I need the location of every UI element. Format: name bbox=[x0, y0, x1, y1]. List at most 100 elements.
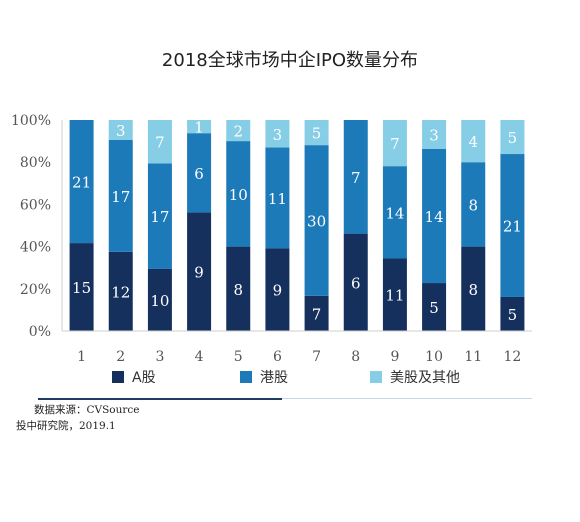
bar-segment bbox=[108, 120, 133, 140]
data-label: 17 bbox=[111, 188, 130, 206]
data-label: 3 bbox=[273, 126, 283, 144]
data-label: 15 bbox=[72, 279, 91, 297]
x-axis: 1 2 3 4 5 6 7 8 9 10 11 12 bbox=[62, 330, 532, 365]
legend-label: 美股及其他 bbox=[390, 370, 460, 386]
data-label: 8 bbox=[468, 281, 478, 299]
legend: A股 港股 美股及其他 bbox=[112, 370, 460, 386]
data-label: 8 bbox=[233, 281, 243, 299]
data-label: 5 bbox=[312, 125, 322, 143]
legend-swatch bbox=[370, 371, 382, 383]
bar-segment bbox=[226, 246, 251, 331]
bars-group: 1521121731017796181029113730567111475143… bbox=[69, 119, 525, 331]
bar-segment bbox=[461, 120, 486, 163]
bar-segment bbox=[226, 141, 251, 247]
x-tick-label: 1 bbox=[77, 349, 86, 365]
y-tick-label: 40% bbox=[20, 240, 51, 256]
bar-segment bbox=[382, 120, 407, 167]
bar-segment bbox=[147, 268, 172, 331]
data-label: 11 bbox=[385, 287, 404, 305]
bar-segment bbox=[147, 120, 172, 164]
bar-segment bbox=[304, 120, 329, 146]
data-label: 21 bbox=[72, 174, 91, 192]
bar-segment bbox=[69, 243, 94, 331]
bar-segment bbox=[461, 246, 486, 331]
data-label: 7 bbox=[351, 169, 361, 187]
bar-segment bbox=[187, 133, 212, 213]
y-tick-label: 60% bbox=[20, 197, 51, 213]
source-divider-light bbox=[282, 398, 532, 399]
y-tick-label: 0% bbox=[29, 324, 51, 340]
bar-segment bbox=[382, 166, 407, 259]
legend-swatch bbox=[240, 371, 252, 383]
x-tick-label: 5 bbox=[234, 349, 243, 365]
x-tick-label: 9 bbox=[390, 349, 399, 365]
x-tick-label: 2 bbox=[116, 349, 125, 365]
bar-segment bbox=[422, 148, 447, 284]
data-label: 5 bbox=[429, 299, 439, 317]
bar-segment bbox=[422, 120, 447, 149]
legend-label: A股 bbox=[132, 370, 156, 386]
data-label: 4 bbox=[468, 133, 478, 151]
y-tick-label: 80% bbox=[20, 155, 51, 171]
bar-segment bbox=[226, 120, 251, 142]
data-label: 9 bbox=[194, 264, 204, 282]
data-label: 3 bbox=[429, 126, 439, 144]
chart-title: 2018全球市场中企IPO数量分布 bbox=[161, 50, 419, 71]
bar-segment bbox=[500, 154, 525, 297]
bar-segment bbox=[108, 139, 133, 252]
bar-segment bbox=[461, 162, 486, 247]
data-label: 6 bbox=[351, 274, 361, 292]
data-label: 7 bbox=[390, 135, 400, 153]
data-label: 3 bbox=[116, 122, 126, 140]
data-label: 12 bbox=[111, 283, 130, 301]
legend-label: 港股 bbox=[260, 370, 288, 386]
data-label: 9 bbox=[273, 282, 283, 300]
data-label: 7 bbox=[155, 134, 165, 152]
source-line-2: 投中研究院，2019.1 bbox=[16, 420, 116, 432]
data-label: 6 bbox=[194, 165, 204, 183]
data-label: 21 bbox=[503, 218, 522, 236]
data-label: 17 bbox=[150, 208, 169, 226]
bar-segment bbox=[265, 147, 290, 249]
x-tick-label: 11 bbox=[464, 349, 482, 365]
data-label: 5 bbox=[508, 129, 518, 147]
x-tick-label: 6 bbox=[273, 349, 282, 365]
data-label: 10 bbox=[229, 186, 248, 204]
x-tick-label: 10 bbox=[425, 349, 443, 365]
bar-segment bbox=[422, 283, 447, 331]
bar-segment bbox=[382, 258, 407, 331]
bar-segment bbox=[500, 296, 525, 331]
data-label: 11 bbox=[268, 190, 287, 208]
bar-segment bbox=[187, 212, 212, 331]
bar-segment bbox=[265, 248, 290, 331]
data-label: 14 bbox=[425, 208, 444, 226]
data-label: 5 bbox=[508, 306, 518, 324]
data-label: 14 bbox=[385, 204, 404, 222]
bar-segment bbox=[265, 120, 290, 148]
data-label: 1 bbox=[194, 119, 204, 137]
stacked-bar-chart: 0%20%40%60%80%100% 152112173101779618102… bbox=[11, 113, 532, 386]
x-tick-label: 8 bbox=[351, 349, 360, 365]
bar-segment bbox=[343, 120, 368, 234]
data-label: 30 bbox=[307, 212, 326, 230]
legend-swatch bbox=[112, 371, 124, 383]
data-label: 2 bbox=[233, 123, 243, 141]
x-tick-label: 12 bbox=[504, 349, 522, 365]
data-label: 10 bbox=[150, 292, 169, 310]
x-tick-label: 3 bbox=[155, 349, 164, 365]
x-tick-label: 4 bbox=[195, 349, 204, 365]
bar-segment bbox=[304, 145, 329, 296]
data-label: 8 bbox=[468, 196, 478, 214]
bar-segment bbox=[500, 120, 525, 155]
bar-segment bbox=[69, 120, 94, 244]
bar-segment bbox=[343, 233, 368, 331]
bar-segment bbox=[108, 251, 133, 331]
source-line-1: 数据来源：CVSource bbox=[34, 404, 140, 416]
bar-segment bbox=[304, 295, 329, 331]
x-tick-label: 7 bbox=[312, 349, 321, 365]
data-label: 7 bbox=[312, 305, 322, 323]
y-axis: 0% 20% 40% 60% 80% 100% bbox=[11, 113, 63, 340]
bar-segment bbox=[147, 163, 172, 269]
bar-segment bbox=[187, 120, 212, 134]
source-note: 数据来源：CVSource 投中研究院，2019.1 bbox=[16, 402, 140, 434]
